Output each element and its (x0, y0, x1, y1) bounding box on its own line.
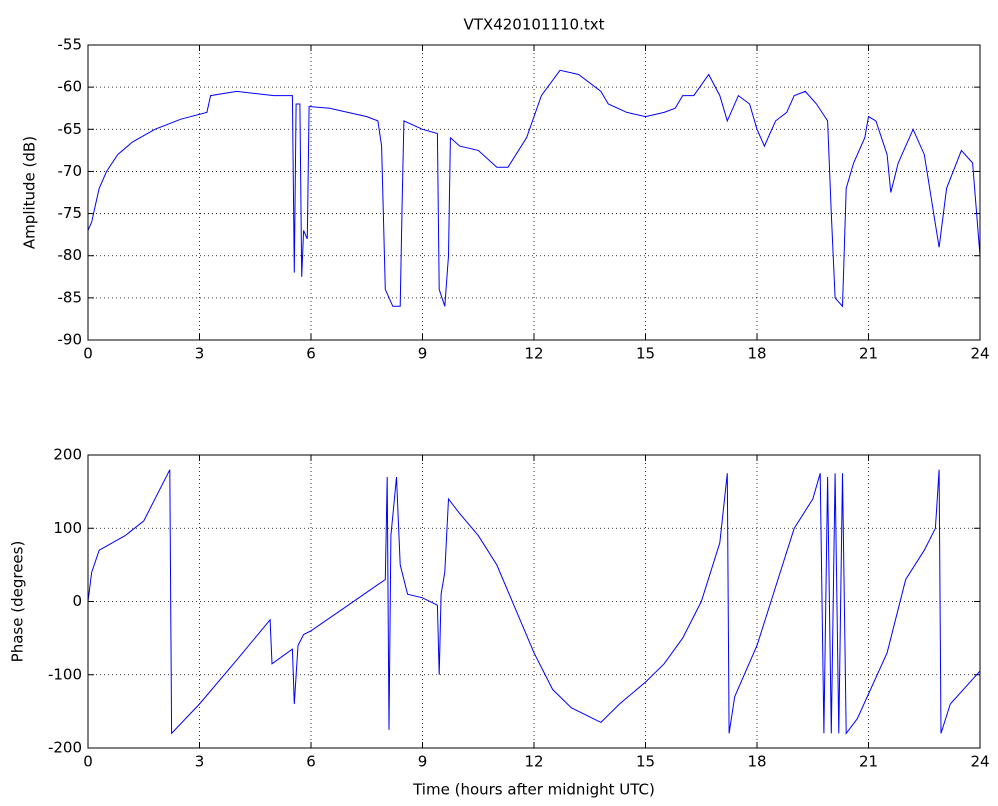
y-axis-label: Phase (degrees) (9, 541, 27, 663)
data-line (87, 469, 981, 735)
x-tick-label: 6 (306, 345, 316, 363)
axes-box (87, 454, 981, 749)
y-tick-label: -200 (48, 739, 82, 757)
y-tick-label: 100 (53, 519, 82, 537)
y-tick-label: -90 (58, 331, 83, 349)
x-tick-label: 0 (83, 753, 93, 771)
x-tick-label: 18 (747, 345, 766, 363)
axes-box (87, 44, 981, 341)
x-tick-label: 6 (306, 753, 316, 771)
y-tick-label: -75 (58, 204, 83, 222)
x-tick-label: 24 (970, 753, 989, 771)
y-tick-label: 200 (53, 446, 82, 464)
x-tick-label: 9 (418, 345, 428, 363)
x-axis-label: Time (hours after midnight UTC) (412, 781, 655, 799)
y-tick-label: -65 (58, 120, 83, 138)
y-tick-label: -55 (58, 36, 83, 54)
x-tick-label: 12 (524, 753, 543, 771)
x-tick-label: 24 (970, 345, 989, 363)
y-tick-label: -85 (58, 288, 83, 306)
x-tick-label: 15 (636, 753, 655, 771)
x-tick-label: 3 (195, 753, 205, 771)
x-tick-label: 15 (636, 345, 655, 363)
x-tick-label: 18 (747, 753, 766, 771)
x-tick-label: 3 (195, 345, 205, 363)
x-tick-label: 9 (418, 753, 428, 771)
y-axis-label: Amplitude (dB) (21, 136, 39, 249)
x-tick-label: 21 (859, 345, 878, 363)
data-line (87, 69, 981, 308)
y-tick-label: -60 (58, 78, 83, 96)
chart-title: VTX420101110.txt (464, 16, 605, 34)
x-tick-label: 21 (859, 753, 878, 771)
y-tick-label: -70 (58, 162, 83, 180)
x-tick-label: 0 (83, 345, 93, 363)
y-tick-label: -100 (48, 665, 82, 683)
y-tick-label: -80 (58, 246, 83, 264)
x-tick-label: 12 (524, 345, 543, 363)
y-tick-label: 0 (72, 592, 82, 610)
